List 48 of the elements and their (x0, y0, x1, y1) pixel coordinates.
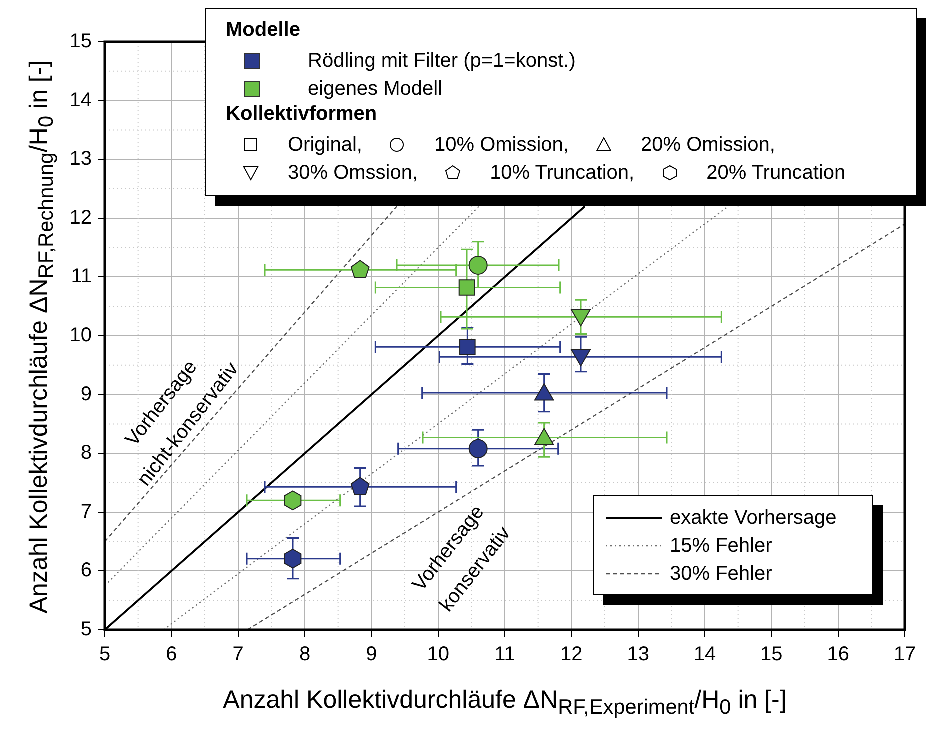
y-tick-label: 7 (80, 500, 92, 523)
y-tick-label: 8 (80, 442, 92, 464)
annotation: Kollektivformen (226, 103, 378, 127)
x-tick-label: 8 (299, 644, 311, 666)
x-tick-label: 6 (166, 644, 178, 666)
annotation: 10% Truncation, (490, 162, 635, 184)
x-tick-label: 16 (827, 644, 850, 666)
y-tick-label: 12 (70, 206, 92, 229)
legend-label: eigenes Modell (308, 78, 443, 100)
y-tick-label: 13 (70, 148, 92, 170)
legend-label: 15% Fehler (670, 534, 772, 558)
x-tick-label: 7 (232, 644, 244, 666)
point (284, 490, 302, 511)
annotation: 30% Omssion, (288, 162, 418, 184)
annotation: Original, (288, 134, 362, 156)
x-tick-label: 13 (627, 644, 650, 666)
point (284, 548, 302, 569)
point (468, 439, 488, 458)
x-tick-label: 5 (99, 644, 111, 666)
x-tick-label: 12 (560, 644, 583, 666)
y-tick-label: 11 (71, 266, 92, 288)
annotation: 10% Omission, (434, 134, 569, 156)
y-tick-label: 14 (70, 89, 92, 112)
x-axis-title: Anzahl Kollektivdurchläufe ΔN$_{RF,Experiment}$/H$_{0}$ in [-] (222, 686, 788, 720)
point (571, 309, 591, 327)
x-tick-label: 14 (694, 644, 716, 666)
x-tick-label: 9 (366, 644, 378, 666)
legend-label: 30% Fehler (670, 562, 772, 586)
y-tick-label: 9 (80, 383, 92, 406)
point (534, 384, 554, 401)
legend-label: Rödling mit Filter (p=1=konst.) (308, 50, 576, 72)
x-tick-label: 10 (427, 644, 450, 666)
point (350, 260, 370, 278)
point (350, 477, 370, 496)
x-tick-label: 11 (494, 644, 516, 666)
y-tick-label: 10 (70, 324, 92, 347)
point (534, 428, 554, 446)
y-tick-label: 6 (80, 560, 92, 582)
point (468, 256, 488, 275)
x-tick-label: 17 (894, 644, 916, 666)
y-tick-label: 5 (80, 618, 92, 641)
legend-title: Modelle (226, 19, 302, 43)
annotation: 20% Truncation (706, 162, 846, 184)
x-tick-label: 15 (760, 644, 783, 666)
y-tick-label: 15 (70, 30, 92, 53)
annotation: 20% Omission, (640, 134, 776, 156)
legend-label: exakte Vorhersage (670, 506, 837, 530)
point (571, 349, 591, 367)
